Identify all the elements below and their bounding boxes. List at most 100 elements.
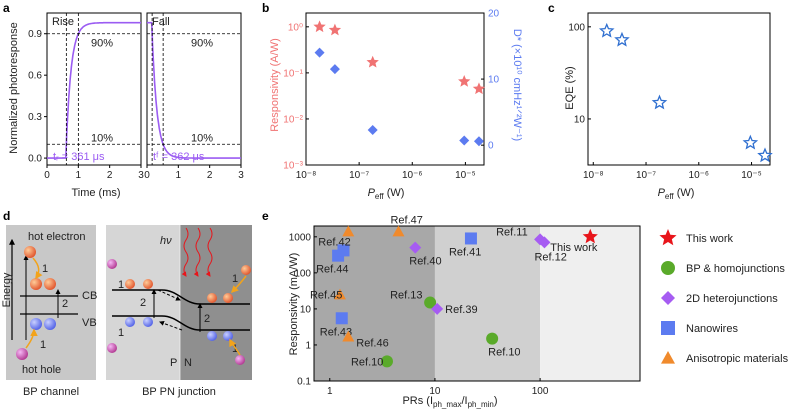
electron-ball bbox=[207, 293, 217, 303]
xtick-label: 0 bbox=[144, 170, 150, 181]
panel-label-b: b bbox=[262, 1, 269, 15]
point-triangle bbox=[342, 225, 355, 237]
ytick-label: 10 bbox=[300, 304, 312, 315]
panel-b-xlabel: Peff (W) bbox=[368, 187, 405, 201]
xtick-label: 10⁻⁶ bbox=[402, 170, 423, 181]
label-10: 10% bbox=[191, 132, 213, 144]
xtick-label: 10 bbox=[429, 386, 441, 397]
panel-c-plot: 10⁻⁸ 10⁻⁷ 10⁻⁶ 10⁻⁵ 100 10 bbox=[568, 12, 773, 181]
point-label: Ref.41 bbox=[449, 246, 481, 258]
xtick-label: 2 bbox=[207, 170, 213, 181]
legend-label: Anisotropic materials bbox=[686, 353, 789, 365]
eqe-point bbox=[598, 22, 615, 38]
panel-e-xlabel-sub1: ph_max bbox=[433, 400, 461, 409]
point-triangle bbox=[342, 330, 355, 342]
relax-arrow bbox=[25, 328, 38, 349]
point-square bbox=[337, 244, 350, 257]
relax-arrow bbox=[32, 257, 43, 280]
hole-ball bbox=[30, 318, 42, 330]
panel-b-ylabel-left: Responsivity (A/W) bbox=[269, 38, 281, 132]
panel-a-ylabel: Normalized photoresponse bbox=[8, 22, 20, 153]
ytick-label: 0.0 bbox=[28, 154, 42, 165]
label-1: 1 bbox=[42, 263, 48, 275]
point-circle bbox=[424, 296, 437, 309]
dstar-point bbox=[459, 135, 470, 146]
ytick-label: 0.1 bbox=[297, 377, 311, 388]
label-2: 2 bbox=[140, 297, 146, 309]
xtick-label: 10⁻⁵ bbox=[741, 170, 762, 181]
cb-label: CB bbox=[82, 290, 97, 302]
hot-electron-label: hot electron bbox=[28, 231, 85, 243]
panel-e-xlabel: PRs (Iph_max/Iph_min) bbox=[402, 395, 497, 409]
point-label: Ref.11 bbox=[496, 226, 528, 238]
plot-frame bbox=[313, 225, 641, 382]
xtick-label: 10⁻⁶ bbox=[689, 170, 710, 181]
bg-region-3 bbox=[540, 226, 640, 381]
drift-arrow bbox=[159, 321, 183, 331]
hole-ball bbox=[143, 317, 153, 327]
hole-ball bbox=[207, 331, 217, 341]
point-circle bbox=[486, 332, 499, 345]
legend-marker-square bbox=[661, 321, 675, 335]
panel-e-xlabel-sub2: ph_min bbox=[468, 400, 494, 409]
label-10: 10% bbox=[91, 132, 113, 144]
ytick-right-label: 20 bbox=[488, 9, 500, 20]
electron-ball bbox=[30, 278, 42, 290]
legend-marker-diamond bbox=[661, 291, 675, 305]
point-star bbox=[582, 228, 598, 244]
point-diamond bbox=[431, 302, 444, 315]
panel-b-plot: 10⁻⁸ 10⁻⁷ 10⁻⁶ 10⁻⁵ 10⁰ 10⁻¹ 10⁻² 10⁻³ 0 10 20 bbox=[283, 9, 499, 182]
energy-axis-label: Energy bbox=[1, 272, 13, 307]
panel-label-a: a bbox=[3, 1, 10, 15]
panel-b-xlabel-p: P bbox=[368, 187, 376, 199]
ytick-label: 10 bbox=[574, 114, 586, 125]
hot-electron-ball bbox=[24, 246, 36, 258]
ytick-left-label: 10⁻³ bbox=[283, 161, 303, 172]
point-label: Ref.42 bbox=[318, 237, 350, 249]
responsivity-point bbox=[366, 55, 379, 68]
xtick-label: 1 bbox=[76, 170, 82, 181]
ytick-label: 100 bbox=[294, 268, 311, 279]
electron-ball bbox=[223, 293, 233, 303]
panel-c-chart: EQE (%) Peff (W) 10⁻⁸ 10⁻⁷ 10⁻⁶ 10⁻⁵ 100 10 bbox=[564, 12, 773, 201]
label-90: 90% bbox=[91, 38, 113, 50]
relax-arrow bbox=[230, 275, 247, 294]
hot-hole-ball bbox=[16, 348, 28, 360]
dstar-point bbox=[314, 47, 325, 58]
point-square bbox=[464, 232, 477, 245]
xtick-label: 1 bbox=[327, 386, 333, 397]
panel-e-xlabel-end: ) bbox=[494, 395, 498, 407]
point-label: Ref.39 bbox=[445, 304, 477, 316]
label-1: 1 bbox=[40, 339, 46, 351]
xtick-label: 10⁻⁸ bbox=[583, 170, 604, 181]
hot-carrier-ball bbox=[107, 343, 117, 353]
p-region bbox=[106, 225, 180, 380]
point-square bbox=[335, 312, 348, 325]
panel-e-plot: 1 10 100 1000 100 10 1 0.1 This work Ref.10 Ref.10… bbox=[289, 215, 641, 397]
photon-arrow bbox=[181, 227, 189, 277]
subplot-title: Rise bbox=[52, 16, 74, 28]
hot-hole-label: hot hole bbox=[22, 364, 61, 376]
point-label: Ref.10 bbox=[488, 347, 520, 359]
legend-label: This work bbox=[686, 233, 734, 245]
label-1: 1 bbox=[232, 273, 238, 285]
point-circle bbox=[380, 355, 393, 368]
point-label: Ref.13 bbox=[390, 290, 422, 302]
legend-label: 2D heterojunctions bbox=[686, 293, 778, 305]
hot-carrier-ball bbox=[107, 259, 117, 269]
panel-b-xlabel-unit: (W) bbox=[384, 187, 405, 199]
point-triangle bbox=[392, 225, 405, 237]
responsivity-point bbox=[328, 23, 342, 36]
drift-arrow bbox=[157, 289, 181, 301]
xtick-label: 10⁻⁷ bbox=[349, 170, 369, 181]
point-diamond bbox=[538, 236, 551, 249]
electron-ball bbox=[143, 279, 153, 289]
panel-e-chart: Responsivity (mA/W) PRs (Iph_max/Iph_min… bbox=[288, 215, 789, 409]
point-label: Ref.10 bbox=[351, 356, 383, 368]
panel-b-ylabel-right: D* (×10¹⁰ cmHz¹ᐟ²W⁻¹) bbox=[511, 29, 523, 141]
ytick-label: 0.3 bbox=[28, 112, 42, 123]
subplot-title: Fall bbox=[152, 16, 170, 28]
response-curve bbox=[147, 21, 241, 159]
plot-frame bbox=[305, 12, 485, 166]
